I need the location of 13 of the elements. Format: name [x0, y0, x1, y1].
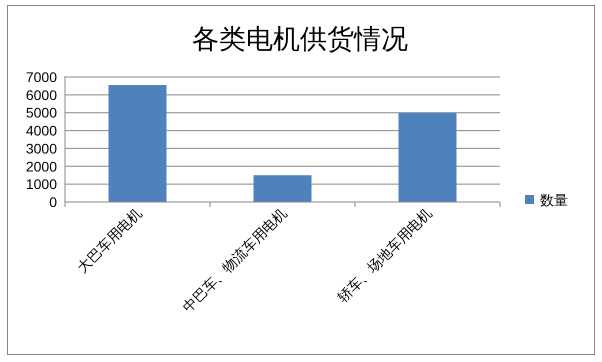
chart-title: 各类电机供货情况	[192, 24, 408, 54]
y-tick-label: 6000	[26, 86, 58, 103]
y-tick-label: 7000	[26, 69, 58, 85]
y-tick-label: 2000	[26, 158, 58, 174]
x-tick-label: 大巴车用电机	[74, 204, 145, 276]
y-tick-label: 1000	[26, 176, 58, 192]
y-tick-label: 5000	[26, 104, 58, 121]
y-tick-label: 0	[49, 194, 58, 210]
y-tick-label: 4000	[26, 122, 58, 139]
x-tick-label: 轿车、场地车用电机	[334, 204, 435, 306]
y-tick-label: 3000	[26, 140, 58, 156]
x-tick-label: 中巴车、物流车用电机	[179, 204, 290, 316]
legend-label: 数量	[540, 192, 568, 208]
